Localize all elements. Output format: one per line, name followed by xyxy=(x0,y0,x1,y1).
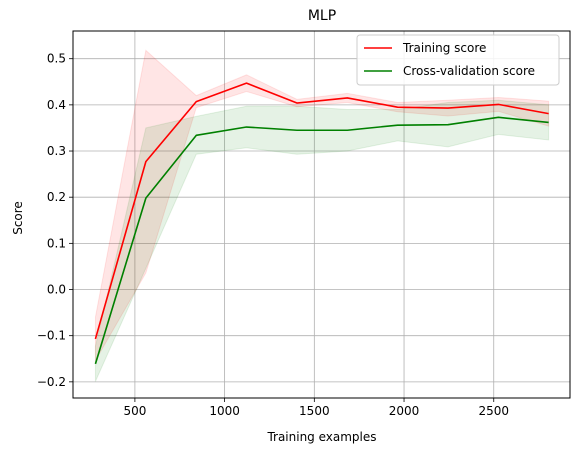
confidence-band-0 xyxy=(94,49,550,363)
y-tick-label: 0.1 xyxy=(47,236,66,250)
axes-frame xyxy=(72,30,571,399)
x-tick-label: 2000 xyxy=(389,404,420,418)
y-tick-label: 0.4 xyxy=(47,98,66,112)
confidence-band-1 xyxy=(94,99,550,382)
y-tick-label: 0.5 xyxy=(47,52,66,66)
y-tick-label: −0.2 xyxy=(37,375,66,389)
series-line-1 xyxy=(94,116,549,365)
legend: Training score Cross-validation score xyxy=(356,34,560,86)
x-tick-label: 1000 xyxy=(209,404,240,418)
y-tick-label: 0.0 xyxy=(47,283,66,297)
y-axis-label: Score xyxy=(11,201,25,235)
legend-label-cross-validation: Cross-validation score xyxy=(403,64,535,78)
legend-box xyxy=(356,34,560,86)
x-tick-label: 1500 xyxy=(299,404,330,418)
confidence-bands xyxy=(94,49,550,382)
chart-title: MLP xyxy=(308,8,336,24)
y-tick-label: −0.1 xyxy=(37,329,66,343)
y-tick-label: 0.3 xyxy=(47,144,66,158)
series-lines xyxy=(94,82,549,365)
grid-lines xyxy=(73,31,570,398)
x-tick-label: 500 xyxy=(123,404,146,418)
axis-ticks: 500 1000 1500 2000 2500 −0.2 −0.1 0.0 0.1 0.2 0.3 0… xyxy=(37,52,509,418)
y-tick-label: 0.2 xyxy=(47,190,66,204)
x-axis-label: Training examples xyxy=(266,430,376,444)
series-line-0 xyxy=(94,82,549,340)
legend-label-training: Training score xyxy=(402,41,486,55)
x-tick-label: 2500 xyxy=(478,404,509,418)
